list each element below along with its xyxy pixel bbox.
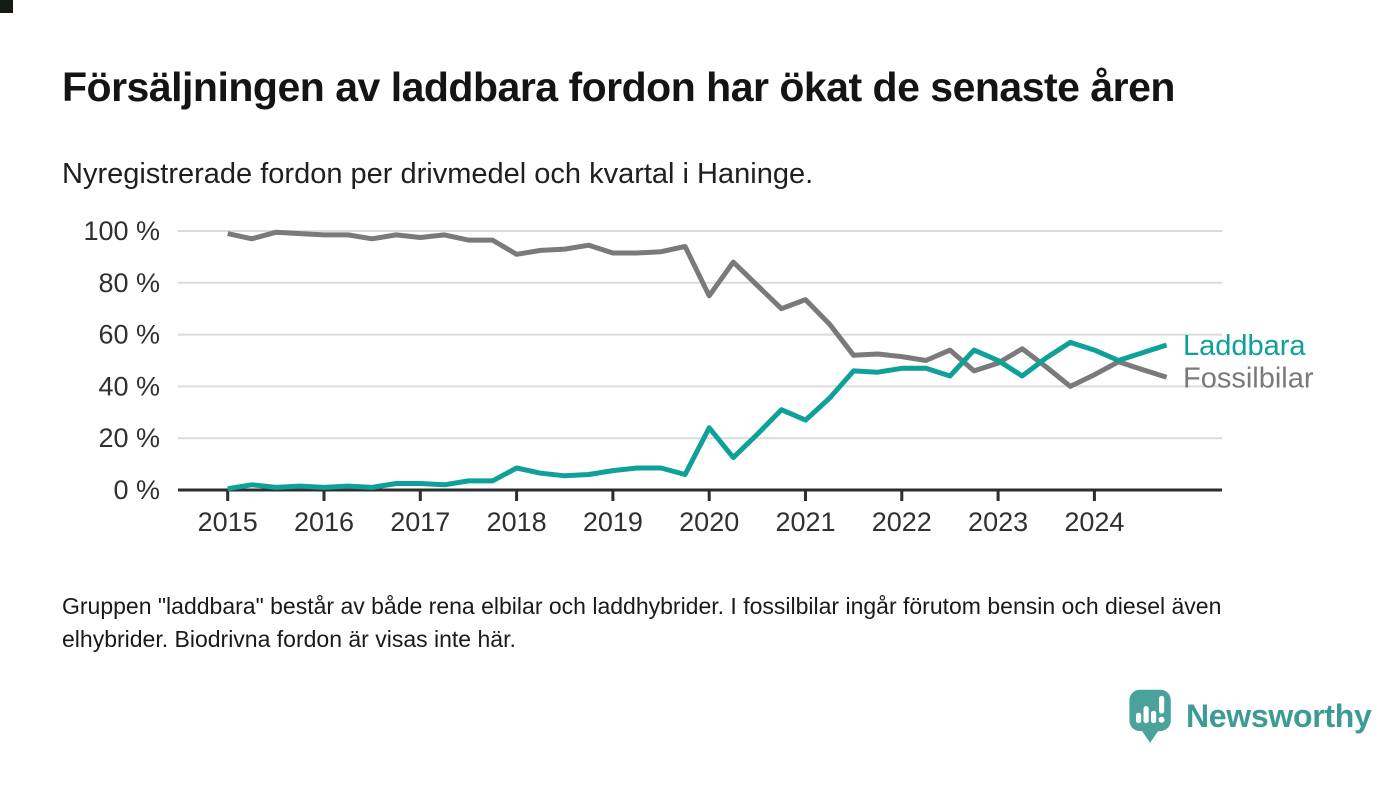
svg-text:2021: 2021 [775, 507, 835, 537]
svg-text:2017: 2017 [390, 507, 450, 537]
brand-lockup: Newsworthy [1128, 688, 1372, 745]
svg-text:2022: 2022 [872, 507, 932, 537]
corner-artifact [0, 0, 13, 13]
svg-text:2024: 2024 [1064, 507, 1124, 537]
chart-title: Försäljningen av laddbara fordon har öka… [62, 64, 1175, 110]
svg-text:0 %: 0 % [113, 475, 160, 505]
svg-text:2019: 2019 [583, 507, 643, 537]
svg-text:80 %: 80 % [98, 268, 160, 298]
series-label-laddbara: Laddbara [1183, 330, 1306, 362]
svg-text:40 %: 40 % [98, 371, 160, 401]
chart-subtitle: Nyregistrerade fordon per drivmedel och … [62, 158, 814, 190]
brand-name: Newsworthy [1186, 698, 1372, 734]
svg-text:2023: 2023 [968, 507, 1028, 537]
svg-text:60 %: 60 % [98, 320, 160, 350]
series-label-fossilbilar: Fossilbilar [1183, 362, 1314, 394]
svg-text:2016: 2016 [294, 507, 354, 537]
footnote-line-1: Gruppen "laddbara" består av både rena e… [62, 593, 1222, 619]
chart-footnote: Gruppen "laddbara" består av både rena e… [62, 590, 1362, 655]
footnote-line-2: elhybrider. Biodrivna fordon är visas in… [62, 625, 516, 652]
svg-text:2020: 2020 [679, 507, 739, 537]
speech-bubble-bar-chart-icon [1129, 689, 1171, 743]
svg-text:100 %: 100 % [83, 216, 160, 246]
svg-text:2018: 2018 [487, 507, 547, 537]
svg-text:20 %: 20 % [98, 423, 160, 453]
svg-text:2015: 2015 [198, 507, 258, 537]
